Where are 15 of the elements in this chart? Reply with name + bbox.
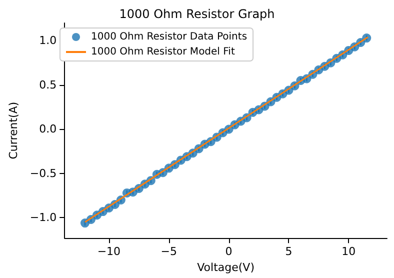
y-tick-label: 1.0	[39, 34, 57, 48]
x-tick-label: 10	[342, 245, 356, 258]
legend-label: 1000 Ohm Resistor Data Points	[91, 32, 248, 42]
y-tick-label: 0.5	[39, 78, 57, 92]
chart-title: 1000 Ohm Resistor Graph	[119, 7, 275, 21]
legend-label: 1000 Ohm Resistor Model Fit	[91, 46, 235, 58]
y-tick-label: 0.0	[39, 122, 57, 136]
x-tick-label: 0	[225, 245, 232, 258]
x-tick-label: −5	[160, 245, 177, 258]
x-tick-label: 5	[285, 245, 292, 258]
x-tick-label: −10	[97, 245, 121, 258]
y-axis-title: Current(A)	[7, 102, 20, 160]
x-axis-title: Voltage(V)	[197, 261, 254, 274]
y-tick-label: −0.5	[30, 166, 57, 180]
y-tick-label: −1.0	[30, 211, 57, 224]
